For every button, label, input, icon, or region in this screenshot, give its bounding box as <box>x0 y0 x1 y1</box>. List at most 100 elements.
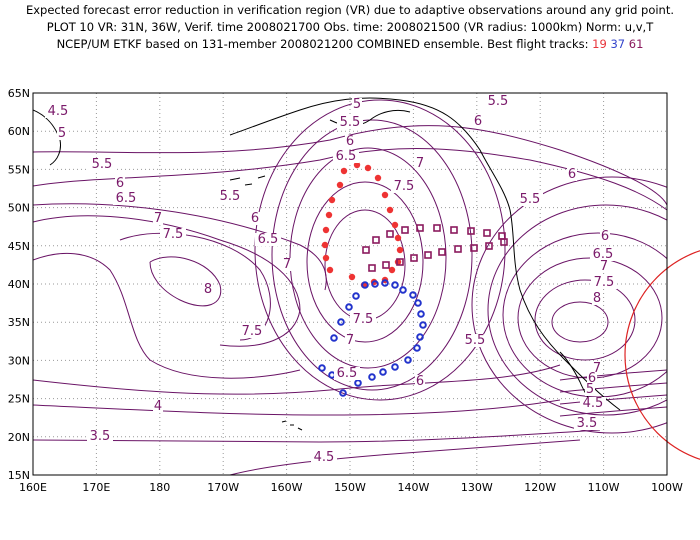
y-tick-label: 30N <box>8 354 30 367</box>
contour-5-5-outer <box>33 125 667 206</box>
contour-east-5 <box>487 204 667 416</box>
purple-track-point <box>500 238 508 246</box>
contour-label: 6.5 <box>336 149 357 164</box>
contour-label-background <box>203 283 213 296</box>
contour-label-background <box>250 212 260 225</box>
contour-east-6 <box>471 176 667 434</box>
blue-track-point <box>337 318 345 326</box>
blue-track-point <box>339 389 347 397</box>
y-tick-label: 50N <box>8 202 30 215</box>
contour-label: 8 <box>593 291 601 306</box>
contour-label: 6.5 <box>116 191 137 206</box>
contour-label: 7 <box>416 156 424 171</box>
contour-4 <box>33 399 561 416</box>
x-tick-label: 150W <box>334 481 366 494</box>
contour-label-background <box>391 180 417 193</box>
blue-track-point <box>330 334 338 342</box>
purple-track-point <box>396 258 404 266</box>
red-track-point <box>348 273 356 281</box>
contour-label: 7 <box>346 333 354 348</box>
contour-label: 8 <box>204 282 212 297</box>
contour-label-background <box>599 260 609 273</box>
contour-east-compress-2 <box>559 382 667 393</box>
red-track-point <box>386 206 394 214</box>
verification-region-circle <box>624 250 700 460</box>
x-tick-label: 160E <box>19 481 47 494</box>
blue-track-point <box>404 356 412 364</box>
blue-track-point <box>391 281 399 289</box>
contour-label: 6 <box>568 167 576 182</box>
purple-track-point <box>410 254 418 262</box>
purple-track-point <box>433 224 441 232</box>
plot-frame <box>32 92 668 476</box>
contour-east-compress-4 <box>559 406 667 417</box>
blue-track-point <box>328 371 336 379</box>
contour-label-background <box>282 258 292 271</box>
contour-lines <box>33 99 667 475</box>
purple-track-point <box>450 226 458 234</box>
blue-track-point <box>371 280 379 288</box>
contour-label-background <box>160 228 186 241</box>
contour-label: 7 <box>593 361 601 376</box>
blue-track-point <box>354 379 362 387</box>
contour-label-background <box>239 325 265 338</box>
contour-label: 3.5 <box>577 416 598 431</box>
x-tick-label: 100W <box>651 481 683 494</box>
contour-label: 7 <box>283 257 291 272</box>
purple-track-point <box>416 224 424 232</box>
red-track-point <box>394 234 402 242</box>
y-tick-label: 65N <box>8 87 30 100</box>
y-tick-label: 15N <box>8 469 30 482</box>
contour-label: 7.5 <box>353 312 374 327</box>
contour-label: 6 <box>251 211 259 226</box>
red-track-point <box>364 164 372 172</box>
contour-label: 5.5 <box>340 115 361 130</box>
purple-track-point <box>424 251 432 259</box>
y-tick-label: 60N <box>8 125 30 138</box>
contour-label: 5.5 <box>92 157 113 172</box>
aleutians <box>229 175 266 186</box>
contour-6-5-west <box>33 203 327 291</box>
red-track-point <box>321 241 329 249</box>
contour-label: 7 <box>600 259 608 274</box>
red-track-point <box>340 167 348 175</box>
contour-label-background <box>462 334 488 347</box>
purple-track-point <box>401 226 409 234</box>
x-tick-label: 170W <box>207 481 239 494</box>
contour-label: 5 <box>586 382 594 397</box>
red-track-point <box>322 226 330 234</box>
contour-label-background <box>217 190 243 203</box>
red-track-point <box>374 174 382 182</box>
purple-track <box>362 224 508 272</box>
red-track-point <box>381 191 389 199</box>
red-track-point <box>353 161 361 169</box>
red-track-point <box>336 181 344 189</box>
contour-label-background <box>87 430 113 443</box>
title-line-2: PLOT 10 VR: 31N, 36W, Verif. time 200802… <box>46 20 654 34</box>
alaska-coast <box>229 97 621 411</box>
contour-label-background <box>415 157 425 170</box>
hawaii <box>281 420 303 431</box>
contour-label: 7.5 <box>594 275 615 290</box>
contour-label: 6 <box>346 134 354 149</box>
red-track-point <box>396 246 404 254</box>
contour-label-background <box>345 334 355 347</box>
purple-track-point <box>368 264 376 272</box>
purple-track-point <box>386 230 394 238</box>
contour-label: 4.5 <box>583 396 604 411</box>
x-tick-label: 170E <box>82 481 110 494</box>
contour-label: 5.5 <box>488 94 509 109</box>
x-tick-label: 160W <box>271 481 303 494</box>
contour-label-background <box>585 383 595 396</box>
red-track-point <box>325 211 333 219</box>
contour-7-west <box>33 215 301 347</box>
blue-track-point <box>409 291 417 299</box>
contour-label-background <box>345 135 355 148</box>
red-track-point <box>326 266 334 274</box>
blue-track-point <box>361 281 369 289</box>
contour-label-background <box>591 276 617 289</box>
y-tick-label: 45N <box>8 240 30 253</box>
plot-header: Expected forecast error reduction in ver… <box>0 2 700 53</box>
